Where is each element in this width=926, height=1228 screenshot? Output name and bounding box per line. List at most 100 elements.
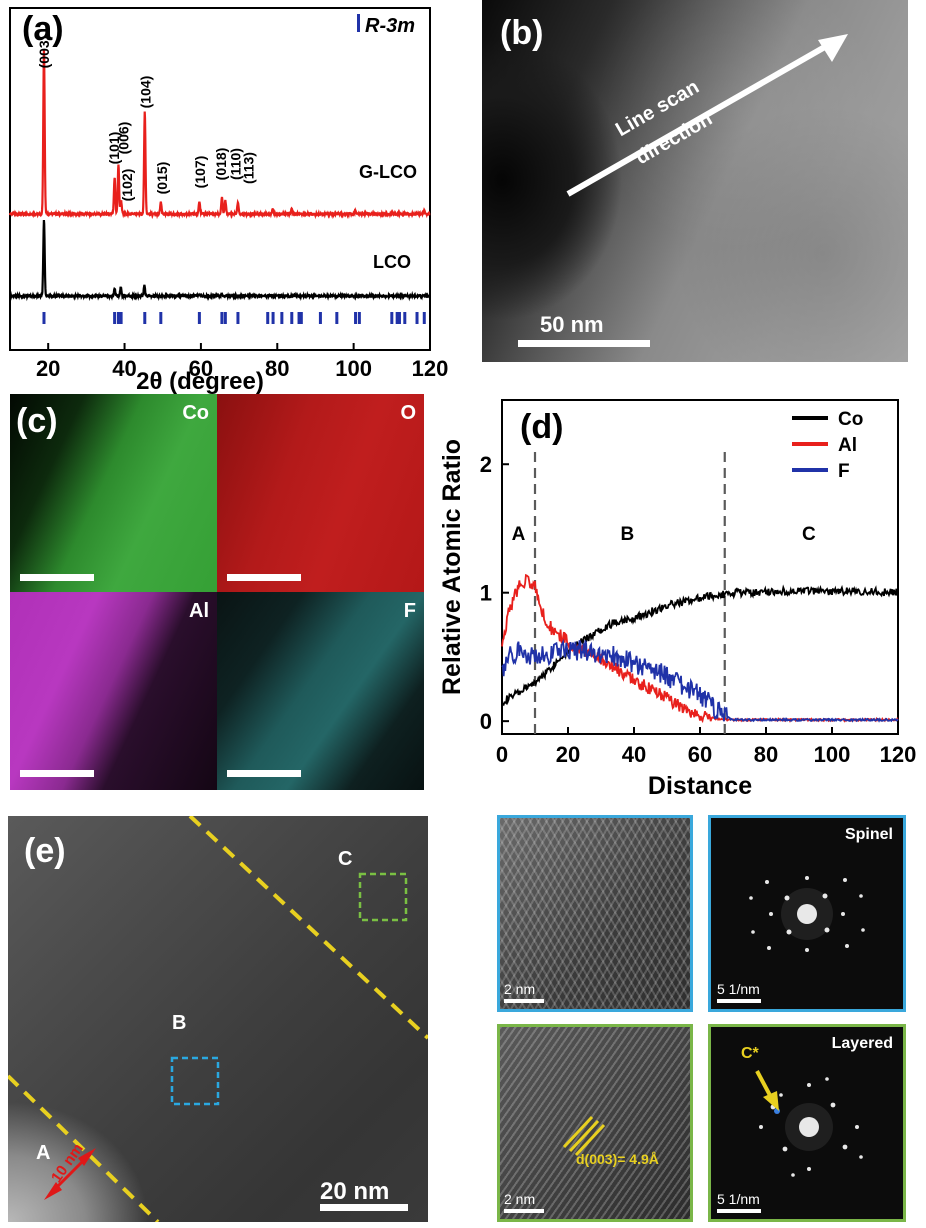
x-axis-label: Distance: [648, 772, 752, 800]
scale-label: 2 nm: [504, 981, 536, 997]
panel-letter: (b): [500, 14, 544, 52]
reference-tick: [397, 312, 401, 324]
reference-tick: [297, 312, 301, 324]
peak-label: (107): [192, 156, 208, 189]
x-tick-label: 20: [36, 356, 60, 381]
series-line-Al: [501, 573, 899, 724]
series-line-LCO: [9, 219, 432, 302]
y-tick-label: 0: [480, 709, 492, 734]
scale-label: 2 nm: [504, 1191, 536, 1207]
lattice-fringe-marker: [562, 1115, 606, 1157]
scale-label: 5 1/nm: [717, 1191, 760, 1207]
map-label: O: [400, 402, 416, 424]
scalebar: [227, 770, 301, 777]
reference-tick: [197, 312, 201, 324]
reference-tick: [143, 312, 147, 324]
peak-label: (113): [241, 152, 257, 184]
map-label: F: [403, 600, 416, 622]
panel-b-tem-image: (b) Line scan direction 50 nm: [482, 0, 908, 362]
region-label-a: A: [36, 1142, 51, 1164]
xrd-chart: G-LCO LCO R-3m (a)(003) (101)(006) (102) (104)…: [8, 7, 449, 395]
panel-d: Co Al F (d) A B C 0 20 40 60 80 100 120 0 1 2 Distance Rel…: [430, 390, 926, 810]
region-overlay: [8, 816, 428, 1222]
peak-label: (101): [106, 132, 122, 165]
x-tick-label: 20: [556, 742, 580, 767]
x-tick-label: 120: [412, 356, 449, 381]
region-label: B: [621, 524, 635, 545]
region-label: A: [512, 524, 526, 545]
x-tick-label: 80: [754, 742, 778, 767]
reference-tick: [395, 312, 399, 324]
scalebar: [504, 1209, 544, 1213]
y-tick-label: 1: [480, 581, 492, 606]
scalebar: [504, 999, 544, 1003]
reference-tick: [422, 312, 426, 324]
fft-pattern: [749, 876, 865, 952]
x-tick-label: 80: [265, 356, 289, 381]
region-label: C: [802, 524, 816, 545]
x-axis-label: 2θ (degree): [136, 368, 264, 395]
inset-spinel-fft: Spinel 5 1/nm: [708, 815, 906, 1012]
map-label: Co: [182, 402, 209, 424]
space-group-label: R-3m: [365, 15, 415, 37]
scalebar-label: 20 nm: [320, 1178, 390, 1205]
map-f: F: [217, 592, 424, 790]
scalebar: [20, 770, 94, 777]
phase-label: Spinel: [844, 826, 893, 843]
panel-a: G-LCO LCO R-3m (a) (003) (101) (006) (102) (104)…: [0, 0, 470, 395]
reference-tick: [280, 312, 284, 324]
reference-tick: [271, 312, 275, 324]
reference-tick: [354, 312, 358, 324]
peak-label: (102): [119, 169, 135, 202]
x-tick-label: 40: [622, 742, 646, 767]
phase-label: Layered: [831, 1035, 893, 1052]
x-tick-label: 60: [189, 356, 213, 381]
legend-label: F: [838, 461, 850, 482]
panel-c: (c) Co O Al F: [10, 394, 424, 790]
panel-letter: (d): [520, 408, 563, 446]
y-tick-label: 2: [480, 452, 492, 477]
d-spacing-label: d(003)= 4.9Å: [576, 1151, 659, 1167]
panel-letter: (c): [16, 402, 58, 440]
map-label: Al: [189, 600, 209, 622]
x-tick-label: 0: [496, 742, 508, 767]
x-tick-label: 40: [112, 356, 136, 381]
x-tick-label: 60: [688, 742, 712, 767]
fft-pattern: [755, 1070, 863, 1177]
reference-tick: [299, 312, 303, 324]
peak-label: (018): [213, 148, 229, 181]
reference-tick: [403, 312, 407, 324]
series-line-G-LCO: [8, 49, 431, 220]
scale-label: 5 1/nm: [717, 981, 760, 997]
reference-tick: [42, 312, 46, 324]
space-group-marker: [357, 14, 360, 32]
reference-tick: [335, 312, 339, 324]
series-label: G-LCO: [359, 162, 417, 182]
reference-tick: [119, 312, 123, 324]
reference-tick: [357, 312, 361, 324]
scalebar-label: 50 nm: [540, 312, 604, 337]
reference-tick: [236, 312, 240, 324]
peak-label: (006): [115, 122, 131, 155]
reference-tick: [415, 312, 419, 324]
map-al: Al: [10, 592, 217, 790]
region-label-c: C: [338, 848, 353, 870]
legend-label: Co: [838, 409, 863, 430]
reference-tick: [290, 312, 294, 324]
inset-layered-fft: C* Layered 5 1/nm: [708, 1024, 906, 1222]
panel-letter: (e): [24, 832, 66, 870]
x-tick-label: 100: [814, 742, 851, 767]
line-scan-arrow-icon: [566, 34, 848, 197]
scalebar: [320, 1204, 408, 1211]
scalebar: [518, 340, 650, 347]
reference-tick: [113, 312, 117, 324]
legend-label: Al: [838, 435, 857, 456]
series-label: LCO: [373, 252, 411, 272]
peak-label: (015): [154, 162, 170, 195]
plot-frame: [9, 7, 431, 351]
reference-tick: [116, 312, 120, 324]
x-tick-label: 100: [335, 356, 372, 381]
x-tick-label: 120: [880, 742, 917, 767]
texture: [482, 0, 908, 362]
scalebar: [717, 1209, 761, 1213]
